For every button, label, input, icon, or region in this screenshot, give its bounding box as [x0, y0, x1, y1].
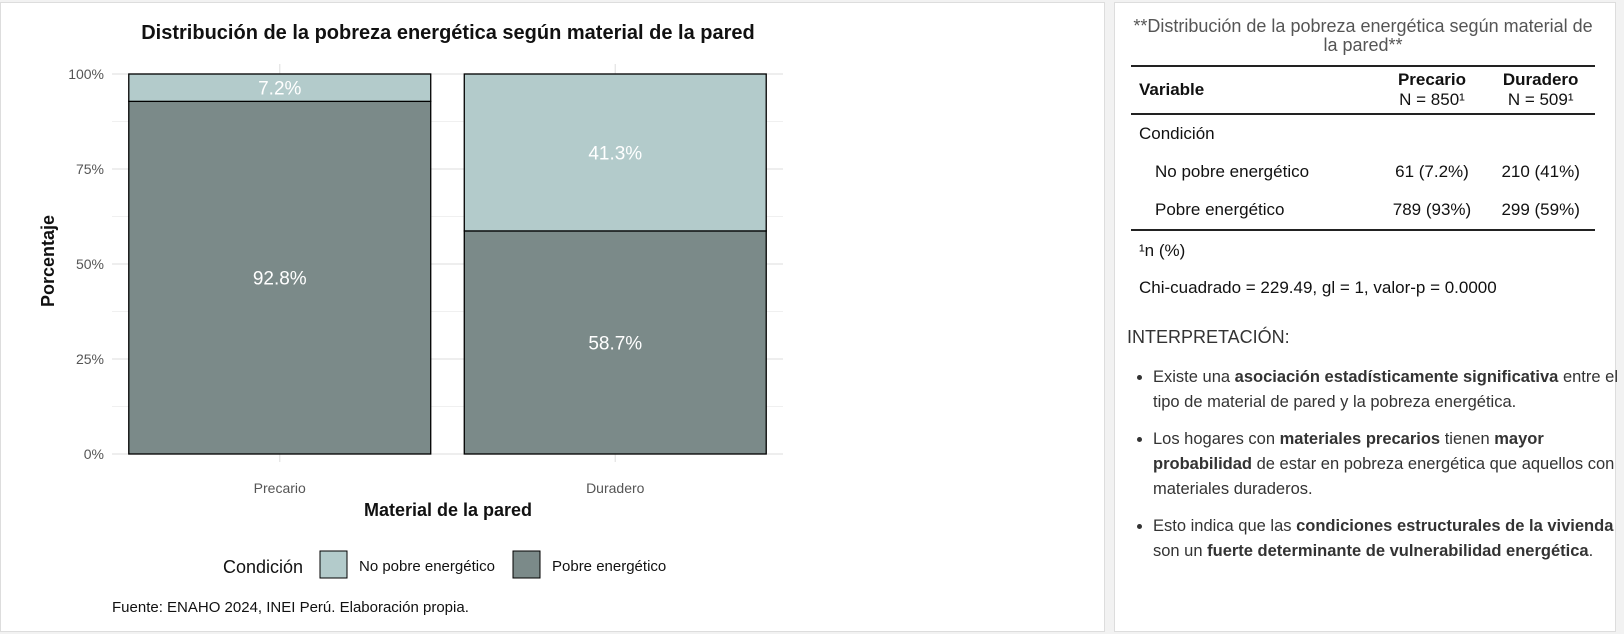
list-item: Existe una asociación estadísticamente s…: [1153, 365, 1624, 415]
table-row: Condición: [1131, 114, 1595, 153]
header-precario-name: Precario: [1397, 70, 1466, 89]
data-label: 92.8%: [253, 269, 307, 290]
legend-label-pobre: Pobre energético: [552, 558, 666, 575]
row-label: Pobre energético: [1155, 200, 1285, 219]
table-row: No pobre energético 61 (7.2%) 210 (41%): [1131, 153, 1595, 191]
interpretation-list: Existe una asociación estadísticamente s…: [1127, 353, 1624, 564]
legend: Condición No pobre energético Pobre ener…: [223, 550, 666, 579]
text-segment: entre el tipo de material de pared y la …: [1153, 368, 1618, 411]
row-value-duradero: 299 (59%): [1501, 200, 1580, 219]
bar-segment: [463, 73, 767, 232]
data-label: 58.7%: [588, 333, 642, 354]
bar-segment: [128, 73, 432, 103]
legend-swatch-no-pobre: [319, 550, 348, 579]
stacked-bar-chart: Distribución de la pobreza energética se…: [38, 22, 783, 616]
y-tick-label: 50%: [76, 256, 104, 272]
header-variable: Variable: [1139, 80, 1205, 99]
text-segment: .: [1588, 542, 1594, 560]
bold-segment: asociación estadísticamente significativ…: [1234, 368, 1559, 386]
legend-swatch-pobre: [512, 550, 541, 579]
table-footnote: ¹n (%): [1139, 241, 1186, 260]
bold-segment: fuerte determinante de vulnerabilidad en…: [1207, 542, 1589, 560]
y-tick-label: 100%: [68, 66, 104, 82]
row-value-precario: 789 (93%): [1392, 200, 1472, 219]
x-axis-title: Material de la pared: [364, 500, 532, 520]
row-label: No pobre energético: [1155, 162, 1310, 181]
bold-segment: condiciones estructurales de la vivienda: [1296, 517, 1614, 535]
x-tick-label: Precario: [254, 480, 306, 496]
text-segment: Existe una: [1153, 368, 1235, 386]
bold-segment: mayor probabilidad: [1153, 430, 1544, 473]
list-item: Los hogares con materiales precarios tie…: [1153, 427, 1624, 502]
list-item: Esto indica que las condiciones estructu…: [1153, 514, 1624, 564]
data-label: 7.2%: [258, 79, 301, 100]
row-value-precario: 61 (7.2%): [1395, 162, 1469, 181]
header-precario: Precario N = 850¹: [1378, 66, 1487, 114]
data-label: 41.3%: [588, 143, 642, 164]
table-row: Pobre energético 789 (93%) 299 (59%): [1131, 191, 1595, 230]
summary-table: Variable Precario N = 850¹ Duradero N = …: [1131, 65, 1595, 231]
table-header-row: Variable Precario N = 850¹ Duradero N = …: [1131, 66, 1595, 114]
text-segment: Esto indica que las: [1153, 517, 1297, 535]
header-duradero-n: N = 509¹: [1507, 90, 1574, 109]
y-axis-title: Porcentaje: [38, 215, 58, 307]
y-tick-label: 75%: [76, 161, 104, 177]
chi-square-result: Chi-cuadrado = 229.49, gl = 1, valor-p =…: [1139, 278, 1497, 297]
summary-panel: **Distribución de la pobreza energética …: [1114, 2, 1618, 632]
header-duradero: Duradero N = 509¹: [1486, 66, 1595, 114]
header-duradero-name: Duradero: [1502, 70, 1579, 89]
chart-title: Distribución de la pobreza energética se…: [141, 22, 755, 44]
text-segment: Los hogares con: [1153, 430, 1280, 448]
y-tick-label: 0%: [84, 446, 104, 462]
chart-caption: Fuente: ENAHO 2024, INEI Perú. Elaboraci…: [112, 599, 469, 616]
interpretation-title: INTERPRETACIÓN:: [1127, 327, 1290, 347]
group-label: Condición: [1139, 124, 1215, 143]
bar-segment: [128, 100, 432, 455]
text-segment: tienen: [1440, 430, 1495, 448]
table-title: **Distribución de la pobreza energética …: [1133, 16, 1593, 55]
bar-segment: [463, 230, 767, 455]
text-segment: son un: [1153, 542, 1208, 560]
y-tick-label: 25%: [76, 351, 104, 367]
row-value-duradero: 210 (41%): [1501, 162, 1580, 181]
header-precario-n: N = 850¹: [1399, 90, 1465, 109]
text-segment: de estar en pobreza energética que aquel…: [1153, 455, 1615, 498]
chart-panel: Distribución de la pobreza energética se…: [0, 2, 1105, 632]
legend-label-no-pobre: No pobre energético: [359, 558, 495, 575]
bold-segment: materiales precarios: [1279, 430, 1441, 448]
legend-title: Condición: [223, 557, 303, 577]
x-tick-label: Duradero: [586, 480, 645, 496]
